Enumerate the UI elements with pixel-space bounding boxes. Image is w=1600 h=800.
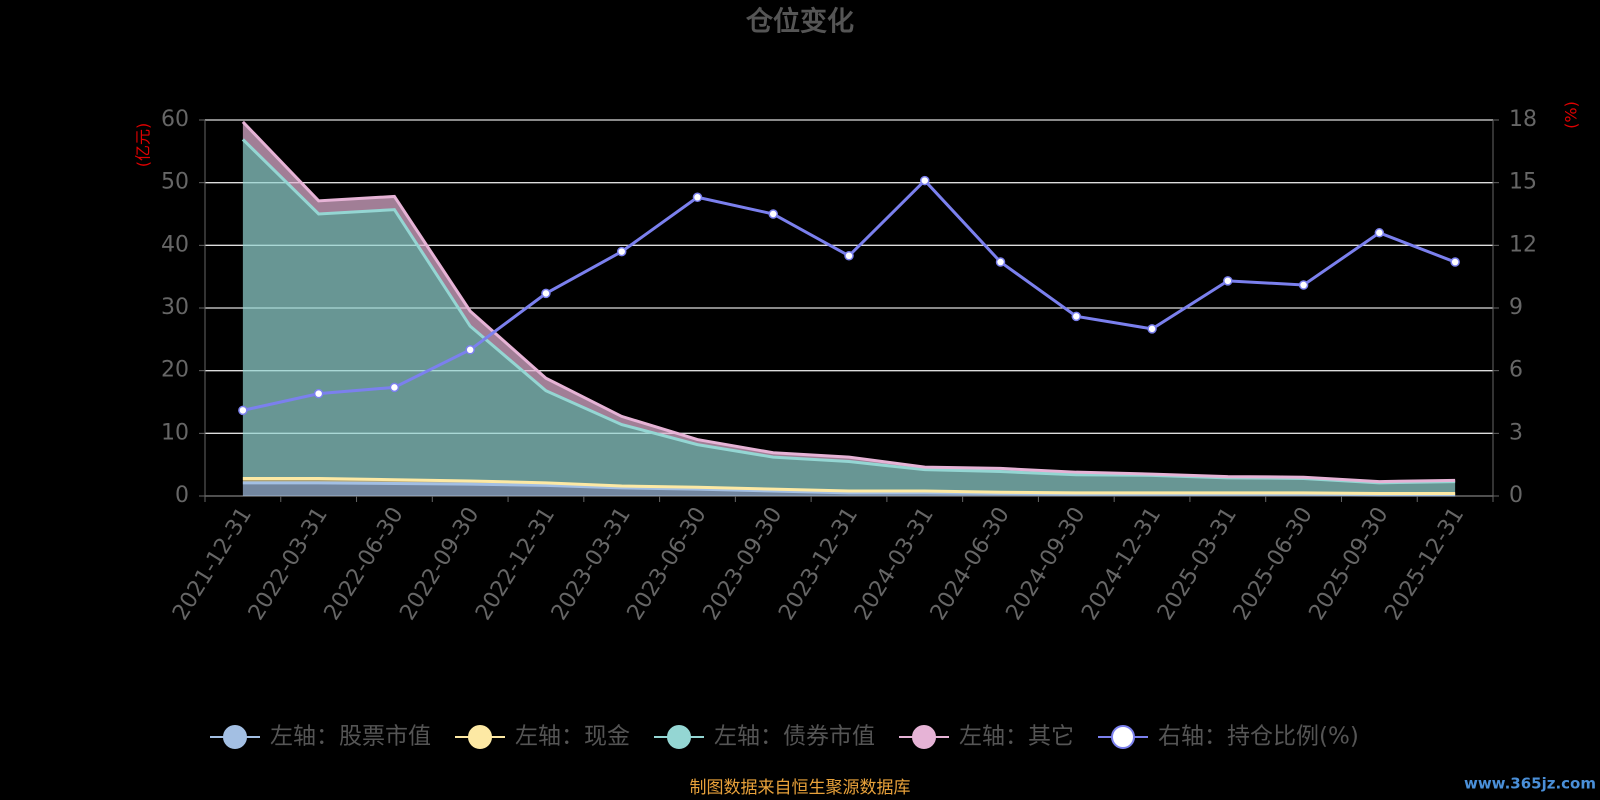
- legend-marker: [223, 725, 247, 749]
- y2-tick-label: 12: [1509, 232, 1537, 257]
- y2-tick-label: 0: [1509, 483, 1523, 508]
- line-point: [1071, 311, 1082, 322]
- line-point: [313, 388, 324, 399]
- legend-marker: [468, 725, 492, 749]
- chart-title: 仓位变化: [745, 6, 854, 38]
- legend-label: 右轴：持仓比例(%): [1158, 724, 1359, 750]
- line-point: [844, 251, 854, 261]
- legend: 左轴：股票市值 左轴：现金 左轴：债券市值 左轴：其它 右轴：持仓比例(%): [210, 724, 1359, 750]
- y-tick-label: 50: [161, 170, 189, 195]
- legend-item[interactable]: 左轴：股票市值: [210, 724, 431, 750]
- legend-marker: [667, 725, 691, 749]
- legend-label: 左轴：现金: [515, 724, 630, 750]
- line-point: [465, 345, 475, 355]
- source-note: 制图数据来自恒生聚源数据库: [690, 778, 911, 798]
- legend-label: 左轴：股票市值: [270, 724, 431, 750]
- lines: [241, 120, 1456, 497]
- y-tick-label: 0: [175, 483, 189, 508]
- line-point: [616, 246, 627, 257]
- line-point: [995, 257, 1006, 267]
- y-axis-label: (亿元): [134, 123, 153, 168]
- line-point: [692, 192, 703, 203]
- y2-axis-label: (%): [1562, 101, 1581, 129]
- legend-item[interactable]: 左轴：债券市值: [654, 724, 875, 750]
- legend-marker: [1111, 725, 1135, 749]
- line-point: [1147, 324, 1157, 334]
- area-line: [241, 120, 1456, 484]
- y2-tick-label: 9: [1509, 295, 1523, 320]
- line-point: [1450, 257, 1460, 267]
- legend-label: 左轴：债券市值: [714, 724, 875, 750]
- legend-item[interactable]: 左轴：现金: [455, 724, 630, 750]
- y2-tick-label: 18: [1509, 107, 1537, 132]
- y2-tick-label: 6: [1509, 358, 1523, 383]
- y-tick-label: 20: [161, 358, 189, 383]
- legend-marker: [912, 725, 936, 749]
- area-line: [242, 476, 1456, 495]
- y-tick-label: 30: [161, 295, 189, 320]
- line-point: [1223, 276, 1233, 286]
- area-fill: [242, 139, 1456, 494]
- line-point: [920, 175, 930, 186]
- line-point: [238, 405, 248, 416]
- legend-label: 左轴：其它: [959, 724, 1074, 750]
- y2-tick-label: 15: [1509, 170, 1537, 195]
- line-point: [1374, 228, 1385, 238]
- line-point: [1298, 280, 1309, 290]
- line-point: [389, 382, 400, 393]
- line-point: [768, 209, 778, 219]
- y-tick-label: 40: [161, 232, 189, 257]
- y2-tick-label: 3: [1509, 420, 1523, 445]
- watermark: www.365jz.com: [1464, 775, 1596, 793]
- legend-item[interactable]: 左轴：其它: [899, 724, 1074, 750]
- y-tick-label: 60: [161, 107, 189, 132]
- y-tick-label: 10: [161, 420, 189, 445]
- legend-item[interactable]: 右轴：持仓比例(%): [1098, 724, 1359, 750]
- line-point: [541, 288, 551, 299]
